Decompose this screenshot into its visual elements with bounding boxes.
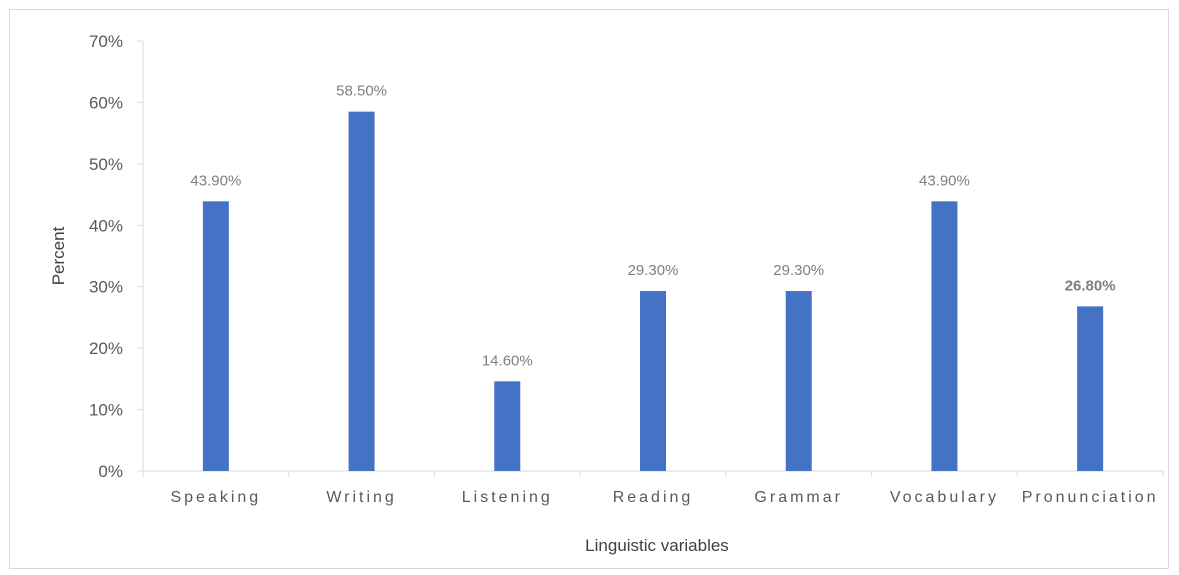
bar-vocabulary xyxy=(931,201,958,472)
data-labels: 43.90% 58.50% 14.60% 29.30% 29.30% 43.90% 26.8… xyxy=(190,83,1115,370)
bar-pronunciation xyxy=(1077,306,1104,471)
data-label-listening: 14.60% xyxy=(482,352,533,369)
x-tick-label-writing: Writing xyxy=(326,489,397,506)
y-tick-label: 50% xyxy=(89,155,123,174)
y-tick-labels: 0% 10% 20% 30% 40% 50% 60% 70% xyxy=(89,32,143,481)
y-tick-label: 10% xyxy=(89,401,123,420)
y-tick-label: 20% xyxy=(89,339,123,358)
x-tick-label-vocabulary: Vocabulary xyxy=(890,489,999,506)
bar-writing xyxy=(348,111,375,472)
data-label-pronunciation: 26.80% xyxy=(1065,277,1116,294)
x-tick-label-listening: Listening xyxy=(462,489,553,506)
bars xyxy=(202,111,1104,472)
x-axis-title: Linguistic variables xyxy=(585,536,729,555)
bar-reading xyxy=(640,291,666,471)
data-label-grammar: 29.30% xyxy=(773,262,824,279)
bar-grammar xyxy=(785,291,812,471)
data-label-writing: 58.50% xyxy=(336,83,387,100)
x-tick-labels: Speaking Writing Listening Reading Grammar Vo… xyxy=(170,489,1159,506)
bar-listening xyxy=(494,381,521,471)
y-tick-label: 0% xyxy=(98,462,123,481)
x-tick-label-grammar: Grammar xyxy=(754,489,843,506)
bar-speaking xyxy=(202,201,229,472)
data-label-reading: 29.30% xyxy=(628,262,679,279)
y-tick-label: 60% xyxy=(89,93,123,112)
x-axis xyxy=(142,470,1164,477)
data-label-speaking: 43.90% xyxy=(190,172,241,189)
y-tick-label: 70% xyxy=(89,32,123,51)
y-axis-title: Percent xyxy=(49,226,68,285)
x-tick-label-speaking: Speaking xyxy=(170,489,261,506)
x-tick-label-reading: Reading xyxy=(613,489,694,506)
y-tick-label: 30% xyxy=(89,278,123,297)
y-tick-label: 40% xyxy=(89,216,123,235)
data-label-vocabulary: 43.90% xyxy=(919,172,970,189)
chart-frame xyxy=(9,9,1169,569)
x-tick-label-pronunciation: Pronunciation xyxy=(1022,489,1159,506)
